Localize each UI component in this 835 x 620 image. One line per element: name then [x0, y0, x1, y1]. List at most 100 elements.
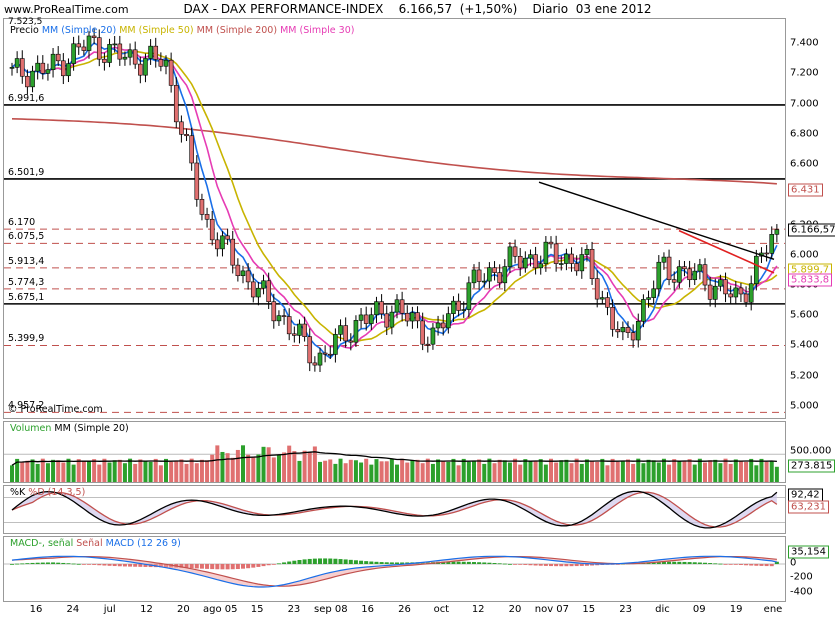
- legend-macd-signal: Señal: [76, 538, 103, 549]
- volume-bar: [574, 458, 579, 482]
- macd-hist-bar: [189, 564, 194, 569]
- candle: [394, 299, 400, 313]
- macd-hist-bar: [199, 564, 204, 569]
- volume-bar: [389, 459, 394, 482]
- volume-bar: [40, 458, 45, 482]
- volume-bar: [472, 460, 476, 482]
- candle: [127, 49, 133, 58]
- volume-bar: [333, 463, 338, 482]
- macd-hist-bar: [374, 561, 379, 564]
- macd-hist-bar: [318, 558, 322, 564]
- candle: [446, 313, 451, 329]
- volume-bar: [774, 466, 779, 482]
- volume-bar: [600, 458, 605, 482]
- volume-bar: [733, 459, 738, 482]
- candle: [564, 253, 569, 264]
- volume-bar: [590, 460, 595, 482]
- volume-bar: [661, 458, 666, 482]
- macd-hist-bar: [15, 563, 20, 565]
- macd-hist-bar: [492, 563, 497, 564]
- macd-hist-bar: [56, 562, 61, 564]
- volume-bar: [636, 458, 641, 482]
- x-tick-16: 23: [619, 604, 632, 615]
- x-tick-20: ene: [763, 604, 783, 615]
- x-tick-2: jul: [103, 604, 116, 615]
- candle: [558, 263, 564, 265]
- macd-hist-bar: [769, 564, 774, 567]
- macd-hist-bar: [590, 564, 595, 566]
- volume-bar: [287, 445, 292, 482]
- volume-bar: [769, 460, 774, 482]
- macd-hist-bar: [35, 562, 40, 564]
- macd-hist-bar: [554, 564, 559, 567]
- candle: [687, 268, 692, 281]
- candle: [148, 45, 153, 59]
- macd-hist-bar: [533, 564, 538, 566]
- volume-bar: [359, 462, 364, 482]
- volume-chart[interactable]: [4, 422, 785, 482]
- volume-bar: [466, 461, 471, 482]
- volume-bar: [169, 461, 174, 482]
- macd-panel[interactable]: MACD-, señal Señal MACD (12 26 9): [3, 536, 786, 602]
- candle: [548, 241, 554, 245]
- macd-hist-bar: [728, 564, 733, 565]
- candle: [71, 43, 76, 64]
- volume-bar: [379, 461, 384, 482]
- macd-hist-bar: [559, 564, 564, 567]
- macd-chart[interactable]: [4, 537, 785, 601]
- sma50-line: [11, 50, 778, 343]
- candle: [256, 287, 261, 298]
- macd-hist-bar: [369, 561, 374, 564]
- macd-hist-bar: [456, 561, 461, 564]
- candle: [184, 133, 189, 137]
- legend-sma200: MM (Simple 200): [196, 25, 278, 36]
- legend-price: Precio: [10, 25, 39, 36]
- macd-hist-bar: [282, 562, 287, 564]
- macd-hist-bar: [138, 564, 143, 567]
- macd-hist-bar: [292, 560, 297, 564]
- candle: [517, 255, 523, 269]
- volume-bar: [631, 463, 636, 482]
- candle: [610, 306, 615, 330]
- candle: [343, 325, 348, 342]
- candle: [45, 69, 51, 74]
- volume-bar: [353, 460, 358, 482]
- candle: [420, 320, 425, 345]
- volume-sma-line: [11, 451, 777, 466]
- volume-bar: [713, 459, 718, 482]
- macd-hist-bar: [543, 564, 548, 566]
- stochastic-panel[interactable]: %K %D (14,3,5): [3, 485, 786, 534]
- candle: [14, 58, 20, 68]
- macd-hist-bar: [359, 560, 364, 564]
- volume-bar: [92, 459, 97, 482]
- volume-bar: [554, 462, 559, 482]
- change-pct: (+1,50%): [459, 2, 518, 16]
- volume-bar: [184, 463, 189, 482]
- macd-hist-bar: [584, 564, 589, 566]
- macd-hist-bar: [143, 564, 148, 567]
- candle: [466, 282, 472, 310]
- candle: [471, 269, 477, 284]
- macd-hist-bar: [564, 564, 569, 567]
- volume-bar: [543, 464, 548, 482]
- stoch-d-line: [11, 491, 778, 528]
- macd-hist-bar: [513, 564, 518, 565]
- macd-hist-bar: [461, 561, 466, 564]
- volume-bar: [112, 460, 117, 482]
- candle: [230, 238, 236, 266]
- volume-bar: [564, 459, 569, 482]
- candle: [497, 272, 502, 284]
- price-panel[interactable]: 7.523,5 Precio MM (Simple 20) MM (Simple…: [3, 17, 786, 419]
- volume-bar: [143, 460, 148, 482]
- candle: [292, 333, 297, 336]
- watermark: © ProRealTime.com: [8, 404, 103, 415]
- x-tick-14: nov 07: [534, 604, 570, 615]
- stochastic-chart[interactable]: [4, 486, 785, 533]
- volume-bar: [230, 457, 235, 482]
- macd-tick-0: 0: [790, 557, 797, 569]
- trendline-red: [678, 229, 775, 274]
- candle: [569, 253, 574, 264]
- volume-bar: [61, 462, 66, 482]
- volume-panel[interactable]: Volumen MM (Simple 20): [3, 421, 786, 483]
- price-chart[interactable]: [4, 19, 785, 418]
